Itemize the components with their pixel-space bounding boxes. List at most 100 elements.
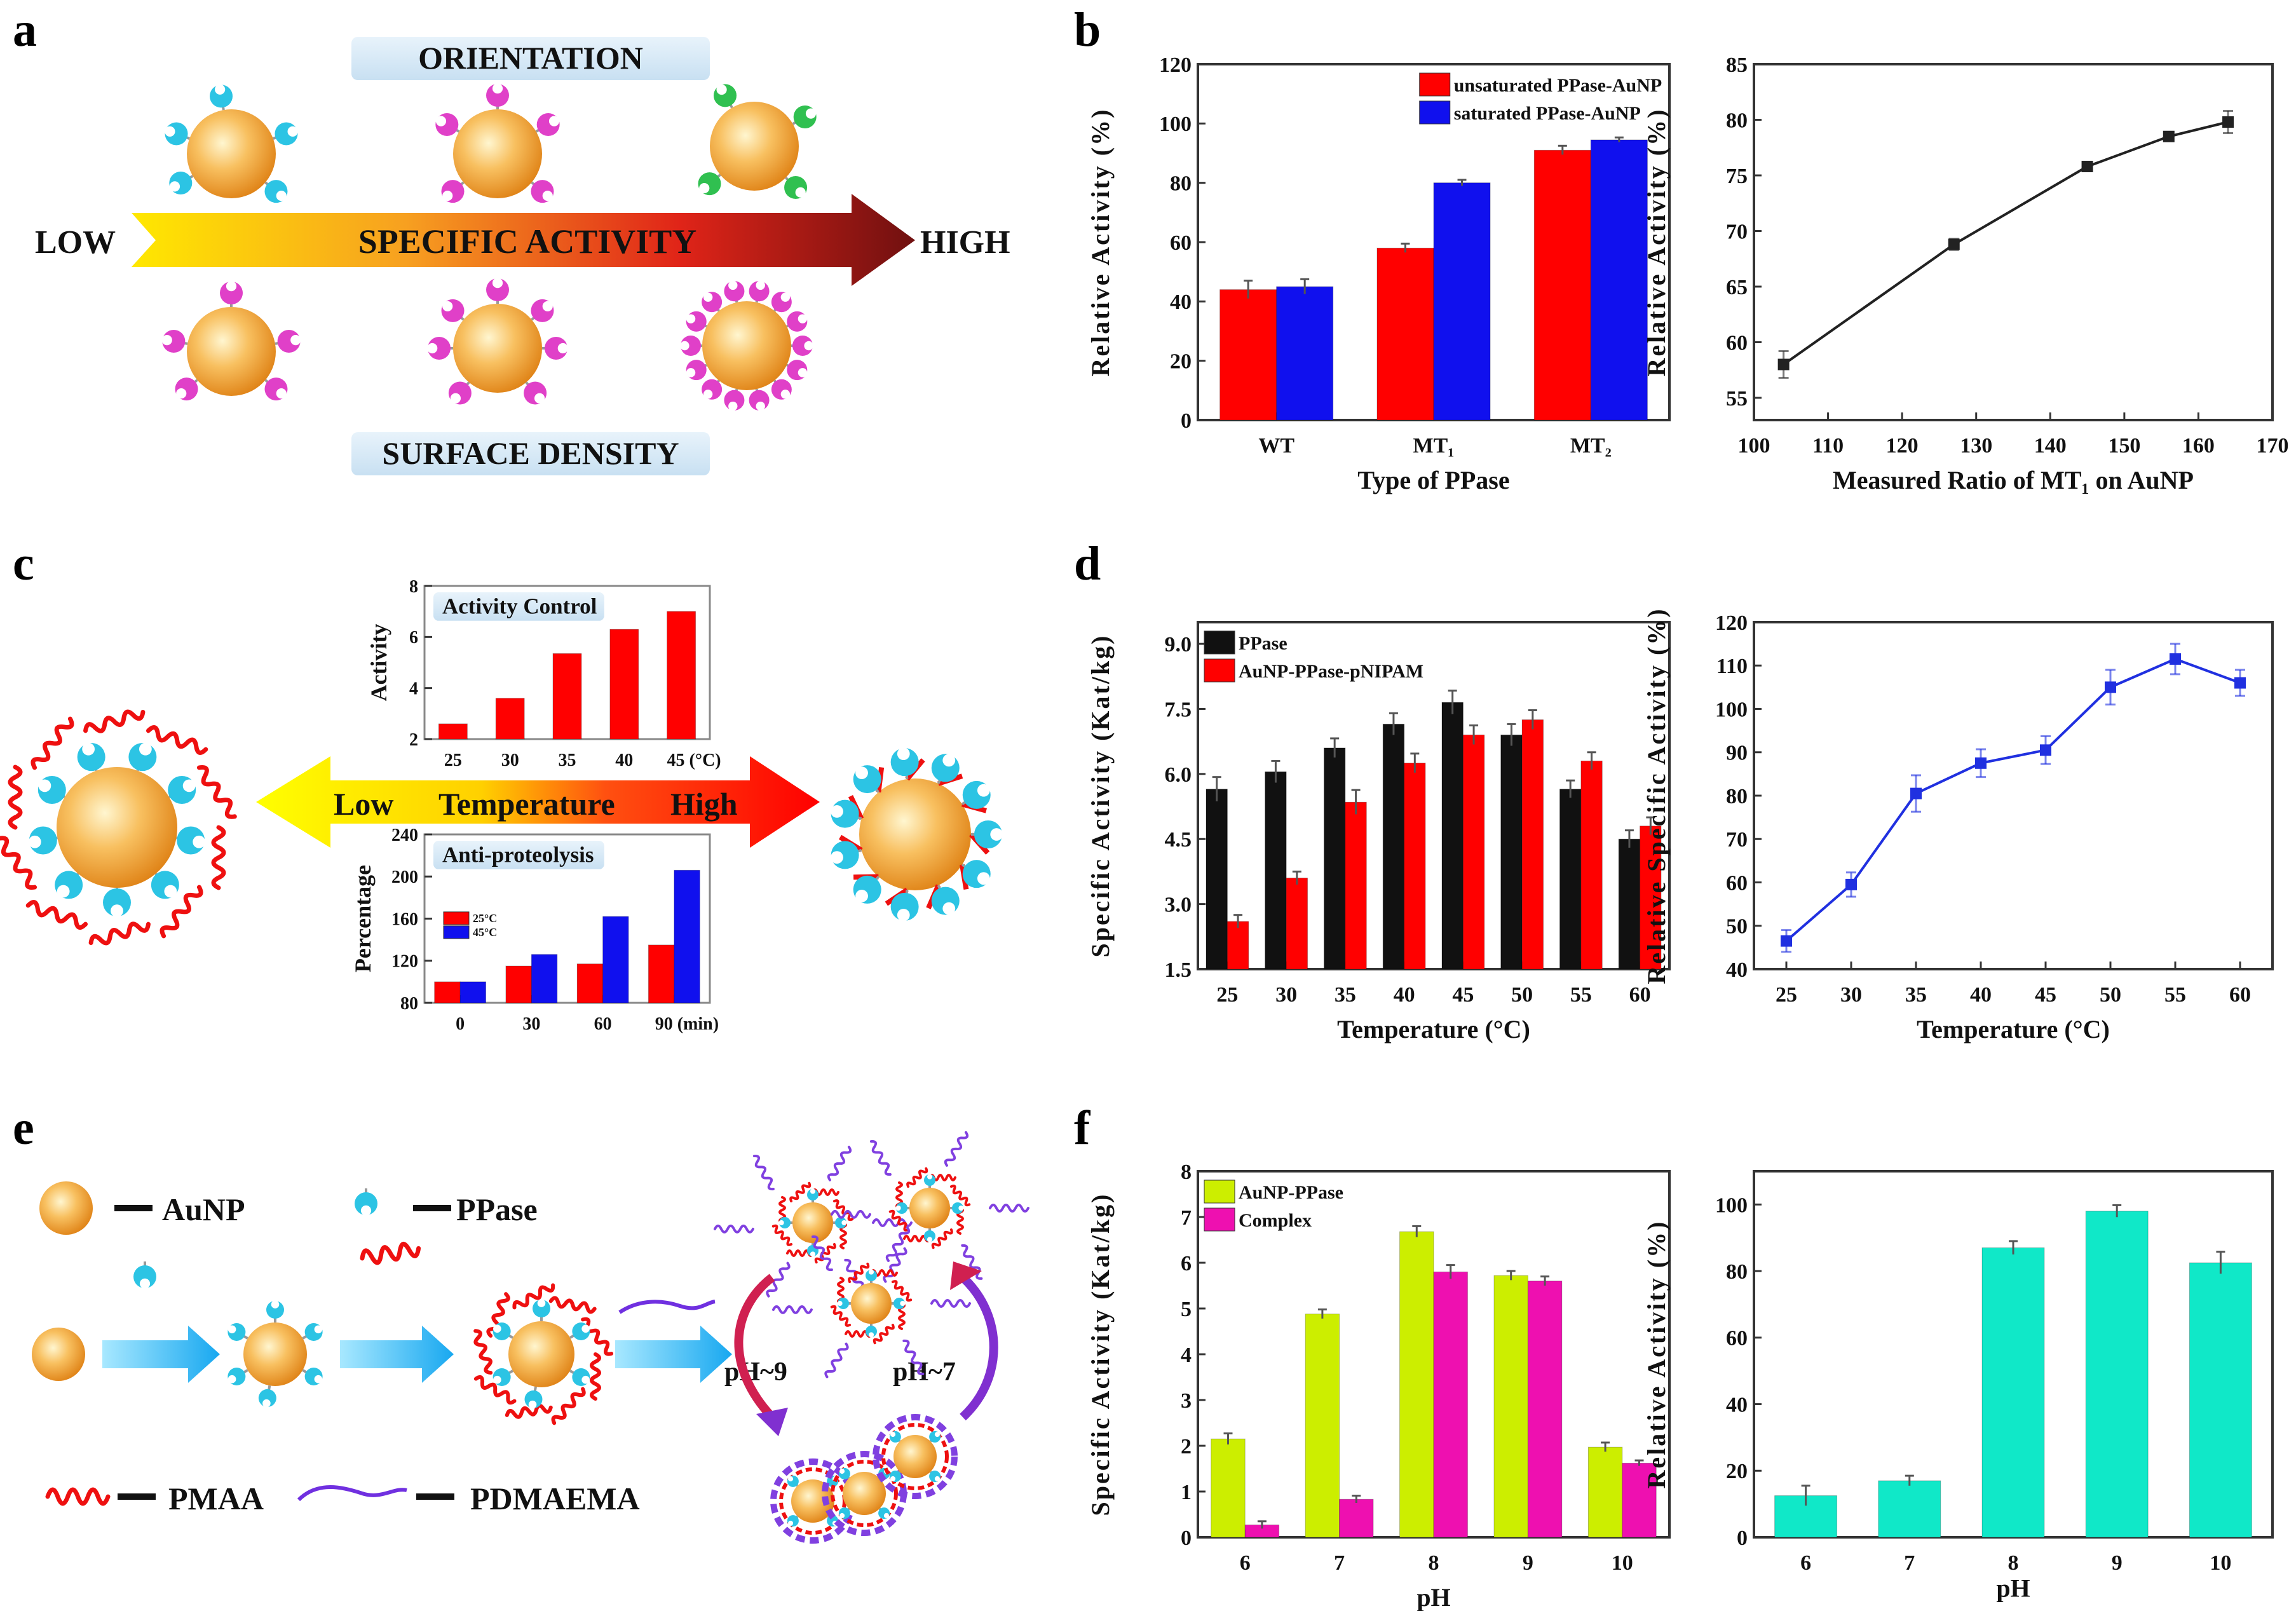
bar-unsaturated-ppase-aunp — [1533, 149, 1591, 421]
pdmaema-chain-icon — [944, 1131, 969, 1167]
pmaa-chain-icon — [196, 765, 237, 819]
pmaa-chain-icon — [8, 765, 23, 830]
y-tick-label: 100 — [1159, 112, 1192, 136]
y-tick-label: 200 — [391, 867, 418, 887]
b-bar-chart: 0 20 40 60 80 100 120 WT MT₁ MT₂ Type of PPase Rela… — [1086, 53, 1671, 494]
pmaa-chain-icon — [590, 1352, 601, 1401]
ppase-enzyme-icon — [264, 377, 288, 401]
data-point — [1948, 238, 1960, 250]
x-axis-label: Type of PPase — [1357, 466, 1509, 494]
pmaa-chain-icon — [160, 885, 203, 939]
pmaa-chain-icon — [891, 1280, 913, 1302]
data-point — [1845, 878, 1857, 890]
y-tick-label: 4 — [1181, 1343, 1192, 1367]
y-tick-label: 40 — [1726, 1393, 1748, 1417]
gold-nanoparticle — [851, 1283, 892, 1324]
legend-aunp-label: AuNP — [162, 1192, 245, 1227]
pmaa-chain-icon — [211, 825, 226, 890]
ppase-enzyme-icon — [524, 1386, 543, 1409]
temperature-high-label: High — [670, 786, 738, 822]
y-tick-label: 80 — [1170, 172, 1192, 196]
x-tick-label: 7 — [1334, 1551, 1345, 1575]
pmaa-chain-icon — [512, 1283, 555, 1310]
ppase-enzyme-icon — [831, 799, 862, 828]
ppase-enzyme-icon — [838, 1467, 850, 1479]
pdmaema-chain-icon — [830, 1209, 871, 1219]
ppase-enzyme-icon — [77, 742, 105, 772]
x-tick-label: 30 — [501, 751, 519, 770]
bar-activity — [552, 653, 582, 740]
ppase-enzyme-icon — [786, 360, 808, 381]
y-tick-label: 120 — [391, 952, 418, 972]
y-tick-label: 20 — [1170, 350, 1192, 374]
y-axis-label: Relative Activity (%) — [1086, 108, 1115, 377]
ppase-enzyme-icon — [786, 311, 808, 332]
bar-saturated-ppase-aunp — [1276, 286, 1334, 421]
ppase-enzyme-icon — [749, 280, 770, 303]
bar-ppase — [1441, 702, 1464, 970]
inset-title: Anti-proteolysis — [442, 843, 594, 867]
y-tick-label: 90 — [1726, 742, 1748, 765]
legend-pmaa-label: PMAA — [168, 1481, 264, 1516]
ppase-enzyme-icon — [680, 336, 702, 356]
legend-label: saturated PPase-AuNP — [1454, 103, 1641, 124]
ppase-enzyme-icon — [892, 1298, 906, 1309]
ph7-label: pH~7 — [893, 1357, 956, 1387]
y-tick-label: 5 — [1181, 1298, 1192, 1321]
pmaa-chain-icon — [949, 1185, 971, 1207]
ppase-enzyme-icon — [275, 330, 301, 353]
bar-25-c — [576, 963, 604, 1003]
x-tick-label: 130 — [1960, 434, 1992, 458]
ppase-enzyme-icon — [961, 860, 991, 888]
pmaa-chain-icon — [789, 1181, 812, 1203]
process-arrow — [615, 1326, 732, 1383]
x-tick-label: 150 — [2108, 434, 2140, 458]
x-tick-label: 170 — [2257, 434, 2289, 458]
pmaa-chain-icon — [88, 921, 151, 946]
legend-label: AuNP-PPase — [1239, 1182, 1343, 1203]
y-tick-label: 7.5 — [1165, 698, 1192, 721]
y-tick-label: 1.5 — [1165, 958, 1192, 982]
legend-label: AuNP-PPase-pNIPAM — [1239, 661, 1423, 682]
gold-nanoparticle — [843, 1472, 886, 1515]
gold-nanoparticle — [508, 1321, 574, 1387]
y-axis-label: Specific Activity (Kat/kg) — [1086, 634, 1115, 957]
ppase-enzyme-icon — [749, 388, 770, 411]
y-tick-label: 85 — [1726, 53, 1748, 77]
ppase-enzyme-icon — [210, 84, 233, 111]
pmaa-chain-icon — [931, 1228, 953, 1249]
ppase-enzyme-icon — [264, 180, 288, 203]
process-arrow — [102, 1326, 220, 1383]
x-tick-label: 35 — [559, 751, 576, 770]
ppase-enzyme-icon — [441, 299, 465, 322]
ppase-enzyme-icon — [866, 1324, 877, 1338]
bar-aunp-ppase — [1493, 1275, 1528, 1538]
data-point — [2170, 653, 2181, 665]
y-tick-label: 100 — [1715, 698, 1748, 721]
bar-45-c — [602, 916, 629, 1003]
bar-saturated-ppase-aunp — [1590, 139, 1648, 421]
x-tick-label: 25 — [1776, 983, 1797, 1007]
pmaa-chain-icon — [360, 1241, 421, 1265]
ppase-enzyme-icon — [831, 841, 862, 869]
y-tick-label: 7 — [1181, 1206, 1192, 1230]
ppase-enzyme-icon — [961, 780, 991, 809]
legend-swatch — [1204, 1179, 1235, 1204]
y-tick-label: 2 — [1181, 1435, 1192, 1458]
y-tick-label: 120 — [1159, 53, 1192, 77]
ppase-enzyme-icon — [535, 113, 560, 136]
temperature-low-label: Low — [334, 786, 393, 822]
y-axis-label: Percentage — [350, 865, 376, 972]
complex-shell-icon — [873, 1414, 958, 1499]
gold-nanoparticle — [243, 1322, 307, 1386]
ppase-enzyme-icon — [866, 1269, 877, 1283]
bar-relative-activity — [2189, 1262, 2252, 1538]
legend-swatch — [1419, 100, 1451, 125]
x-tick-label: 25 — [444, 751, 462, 770]
x-tick-label: 140 — [2034, 434, 2067, 458]
pmaa-chain-icon — [0, 836, 37, 890]
pdmaema-chain-icon — [989, 1204, 1029, 1213]
pdmaema-chain-icon — [885, 1226, 911, 1262]
inset-title-box — [433, 592, 604, 621]
data-point — [1781, 935, 1792, 947]
